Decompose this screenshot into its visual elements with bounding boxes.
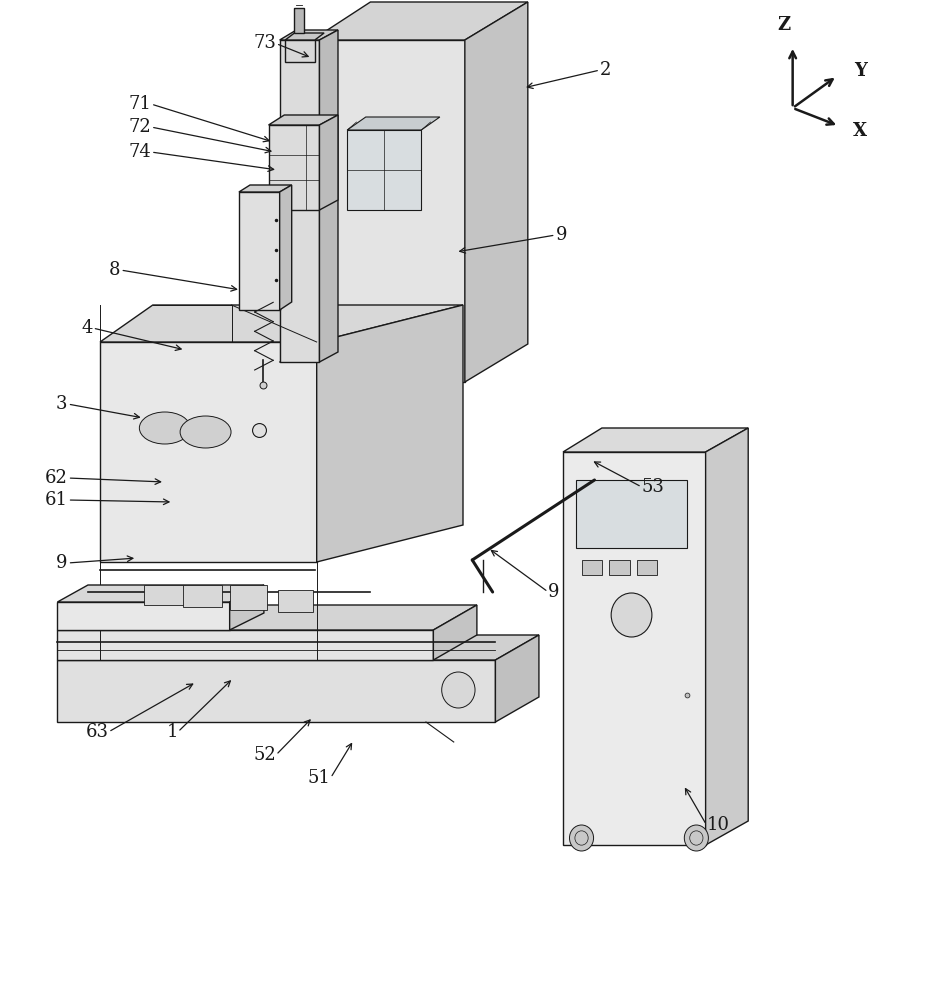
- Polygon shape: [57, 635, 539, 660]
- Polygon shape: [239, 185, 292, 192]
- Polygon shape: [465, 2, 528, 382]
- Polygon shape: [57, 630, 433, 660]
- Polygon shape: [278, 590, 313, 612]
- Polygon shape: [582, 560, 602, 575]
- Polygon shape: [57, 585, 264, 602]
- Text: 3: 3: [56, 395, 68, 413]
- Polygon shape: [312, 40, 465, 382]
- Polygon shape: [347, 130, 421, 210]
- Text: Z: Z: [777, 16, 790, 34]
- Polygon shape: [100, 305, 463, 342]
- Polygon shape: [637, 560, 657, 575]
- Polygon shape: [57, 602, 230, 630]
- Text: 8: 8: [109, 261, 120, 279]
- Polygon shape: [280, 30, 338, 40]
- Polygon shape: [312, 2, 528, 40]
- Polygon shape: [57, 605, 477, 630]
- Text: Y: Y: [854, 62, 867, 80]
- Polygon shape: [100, 342, 317, 562]
- Text: 71: 71: [128, 95, 151, 113]
- Polygon shape: [57, 660, 495, 722]
- Text: 63: 63: [85, 723, 108, 741]
- Circle shape: [684, 825, 708, 851]
- Text: 4: 4: [81, 319, 93, 337]
- Text: 10: 10: [707, 816, 730, 834]
- Polygon shape: [317, 305, 463, 562]
- Text: 2: 2: [600, 61, 611, 79]
- Polygon shape: [563, 452, 706, 845]
- Polygon shape: [230, 585, 264, 630]
- Text: 72: 72: [128, 118, 151, 136]
- Polygon shape: [280, 185, 292, 310]
- Polygon shape: [706, 428, 748, 845]
- Polygon shape: [269, 125, 319, 210]
- Text: 62: 62: [44, 469, 68, 487]
- Polygon shape: [319, 30, 338, 362]
- Polygon shape: [230, 585, 267, 610]
- Polygon shape: [183, 585, 222, 607]
- Text: 61: 61: [44, 491, 68, 509]
- Polygon shape: [280, 40, 319, 362]
- Polygon shape: [144, 585, 185, 605]
- Polygon shape: [294, 8, 304, 33]
- Text: 53: 53: [642, 478, 665, 496]
- Text: 9: 9: [548, 583, 559, 601]
- Ellipse shape: [180, 416, 232, 448]
- Polygon shape: [239, 192, 280, 310]
- Text: 52: 52: [253, 746, 276, 764]
- Text: 1: 1: [167, 723, 178, 741]
- Polygon shape: [495, 635, 539, 722]
- Polygon shape: [347, 117, 440, 130]
- Text: X: X: [853, 122, 867, 140]
- Polygon shape: [563, 428, 748, 452]
- Polygon shape: [576, 480, 687, 548]
- Polygon shape: [319, 115, 338, 210]
- Circle shape: [569, 825, 594, 851]
- Polygon shape: [285, 40, 315, 62]
- Polygon shape: [609, 560, 630, 575]
- Polygon shape: [269, 115, 338, 125]
- Text: 74: 74: [128, 143, 151, 161]
- Ellipse shape: [139, 412, 191, 444]
- Text: 73: 73: [253, 34, 276, 52]
- Text: 51: 51: [307, 769, 331, 787]
- Polygon shape: [433, 605, 477, 660]
- Circle shape: [442, 672, 475, 708]
- Text: 9: 9: [556, 226, 567, 244]
- Polygon shape: [285, 33, 324, 40]
- Text: 9: 9: [56, 554, 68, 572]
- Circle shape: [611, 593, 652, 637]
